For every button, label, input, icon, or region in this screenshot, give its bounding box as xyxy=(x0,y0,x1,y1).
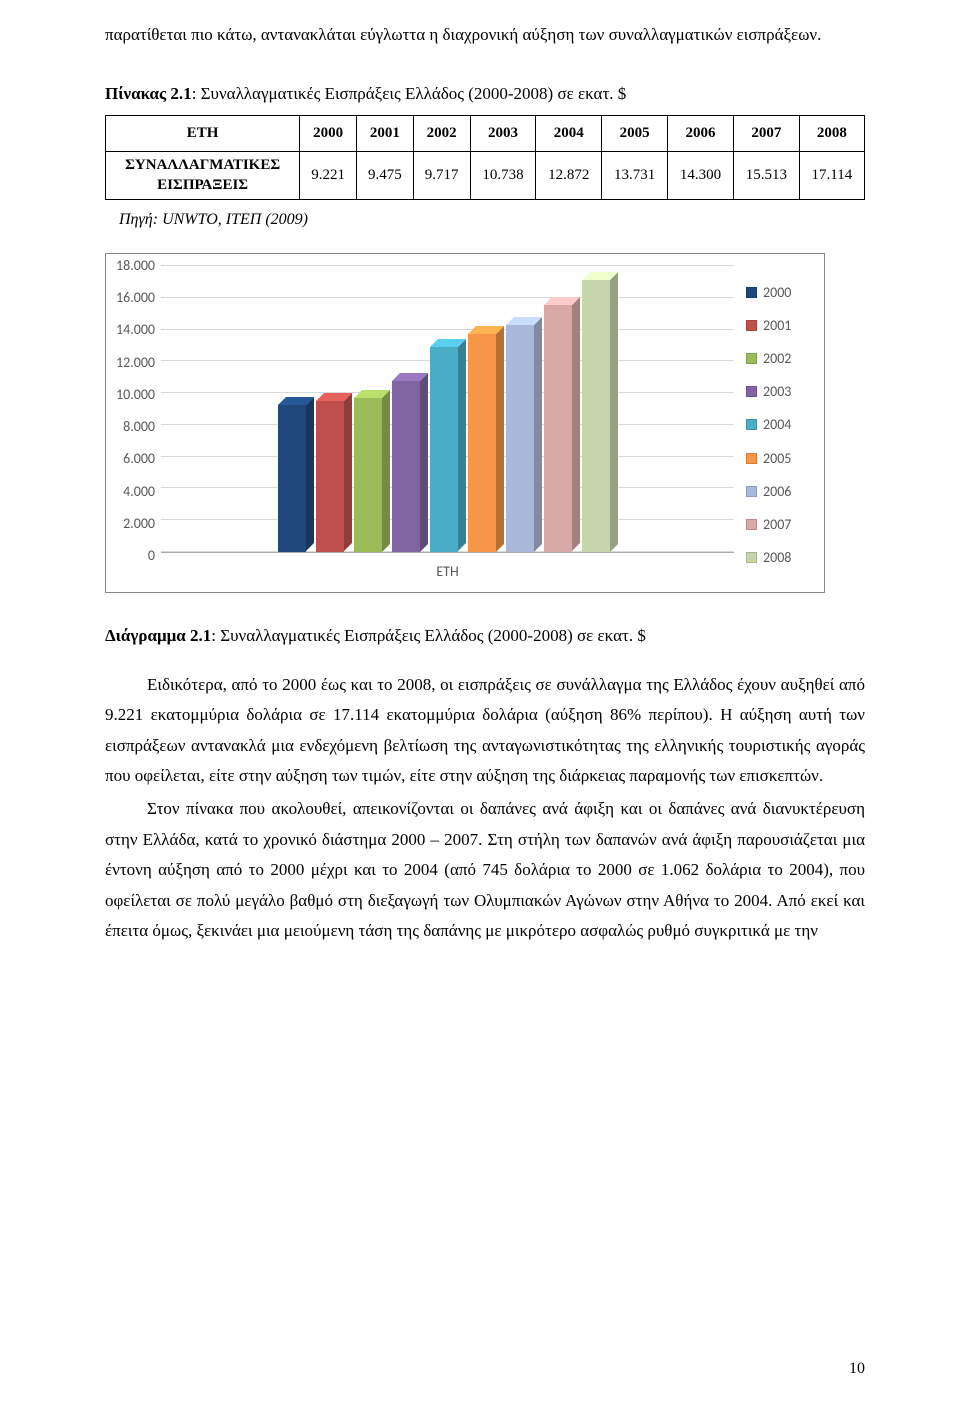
value-cell: 13.731 xyxy=(602,152,668,200)
legend-swatch xyxy=(746,287,757,298)
intro-paragraph: παρατίθεται πιο κάτω, αντανακλάται εύγλω… xyxy=(105,20,865,51)
value-cell: 9.475 xyxy=(357,152,414,200)
year-cell: 2000 xyxy=(300,116,357,152)
page-number: 10 xyxy=(849,1355,865,1384)
body-paragraph: Στον πίνακα που ακολουθεί, απεικονίζοντα… xyxy=(105,794,865,947)
table-row: ΣΥΝΑΛΛΑΓΜΑΤΙΚΕΣ ΕΙΣΠΡΑΞΕΙΣ 9.221 9.475 9… xyxy=(106,152,865,200)
row-label-line1: ΣΥΝΑΛΛΑΓΜΑΤΙΚΕΣ xyxy=(125,157,280,173)
legend-swatch xyxy=(746,320,757,331)
chart-caption: Διάγραμμα 2.1: Συναλλαγματικές Εισπράξει… xyxy=(105,621,865,652)
data-table: ΕΤΗ 2000 2001 2002 2003 2004 2005 2006 2… xyxy=(105,115,865,200)
year-cell: 2008 xyxy=(799,116,864,152)
bar xyxy=(544,266,580,552)
bar xyxy=(354,266,390,552)
value-cell: 10.738 xyxy=(470,152,536,200)
value-cell: 17.114 xyxy=(799,152,864,200)
bar xyxy=(392,266,428,552)
bar xyxy=(316,266,352,552)
bar xyxy=(468,266,504,552)
legend-item: 2007 xyxy=(746,512,814,537)
legend-item: 2002 xyxy=(746,346,814,371)
row-label-line2: ΕΙΣΠΡΑΞΕΙΣ xyxy=(157,177,248,193)
bar xyxy=(430,266,466,552)
chart-caption-rest: : Συναλλαγματικές Εισπράξεις Ελλάδος (20… xyxy=(211,626,646,645)
legend-label: 2007 xyxy=(763,512,791,537)
bars-container xyxy=(161,266,734,552)
legend-swatch xyxy=(746,419,757,430)
bar xyxy=(506,266,542,552)
y-axis: 18.000 16.000 14.000 12.000 10.000 8.000… xyxy=(116,266,161,584)
bar xyxy=(582,266,618,552)
table-caption-bold: Πίνακας 2.1 xyxy=(105,84,192,103)
legend-swatch xyxy=(746,386,757,397)
year-cell: 2003 xyxy=(470,116,536,152)
legend-item: 2004 xyxy=(746,412,814,437)
legend-item: 2005 xyxy=(746,446,814,471)
legend-label: 2003 xyxy=(763,379,791,404)
year-cell: 2001 xyxy=(357,116,414,152)
legend-item: 2006 xyxy=(746,479,814,504)
year-cell: 2004 xyxy=(536,116,602,152)
year-cell: 2006 xyxy=(668,116,734,152)
legend-swatch xyxy=(746,486,757,497)
legend-swatch xyxy=(746,519,757,530)
value-cell: 9.717 xyxy=(413,152,470,200)
year-cell: 2007 xyxy=(733,116,799,152)
legend-label: 2005 xyxy=(763,446,791,471)
value-cell: 14.300 xyxy=(668,152,734,200)
legend-label: 2002 xyxy=(763,346,791,371)
chart-plot: 18.000 16.000 14.000 12.000 10.000 8.000… xyxy=(116,266,734,584)
legend-label: 2004 xyxy=(763,412,791,437)
legend-swatch xyxy=(746,453,757,464)
legend-label: 2006 xyxy=(763,479,791,504)
legend-label: 2008 xyxy=(763,545,791,570)
bar-chart: 18.000 16.000 14.000 12.000 10.000 8.000… xyxy=(105,253,825,593)
table-caption: Πίνακας 2.1: Συναλλαγματικές Εισπράξεις … xyxy=(105,79,865,110)
value-cell: 9.221 xyxy=(300,152,357,200)
legend-item: 2003 xyxy=(746,379,814,404)
row-header-eti: ΕΤΗ xyxy=(106,116,300,152)
legend-swatch xyxy=(746,552,757,563)
value-cell: 12.872 xyxy=(536,152,602,200)
legend-swatch xyxy=(746,353,757,364)
year-cell: 2005 xyxy=(602,116,668,152)
legend-label: 2001 xyxy=(763,313,791,338)
year-cell: 2002 xyxy=(413,116,470,152)
table-row: ΕΤΗ 2000 2001 2002 2003 2004 2005 2006 2… xyxy=(106,116,865,152)
value-cell: 15.513 xyxy=(733,152,799,200)
x-axis-label: ΕΤΗ xyxy=(161,553,734,584)
row-label: ΣΥΝΑΛΛΑΓΜΑΤΙΚΕΣ ΕΙΣΠΡΑΞΕΙΣ xyxy=(106,152,300,200)
grid-area xyxy=(161,266,734,553)
bar xyxy=(278,266,314,552)
chart-caption-bold: Διάγραμμα 2.1 xyxy=(105,626,211,645)
body-paragraph: Ειδικότερα, από το 2000 έως και το 2008,… xyxy=(105,670,865,792)
legend-item: 2001 xyxy=(746,313,814,338)
legend-item: 2000 xyxy=(746,280,814,305)
legend-item: 2008 xyxy=(746,545,814,570)
table-caption-rest: : Συναλλαγματικές Εισπράξεις Ελλάδος (20… xyxy=(192,84,627,103)
chart-legend: 2000 2001 2002 2003 2004 2005 2006 2007 2008 xyxy=(734,266,814,584)
plot-area: ΕΤΗ xyxy=(161,266,734,584)
legend-label: 2000 xyxy=(763,280,791,305)
table-source: Πηγή: UNWTO, ΙΤΕΠ (2009) xyxy=(119,206,865,235)
